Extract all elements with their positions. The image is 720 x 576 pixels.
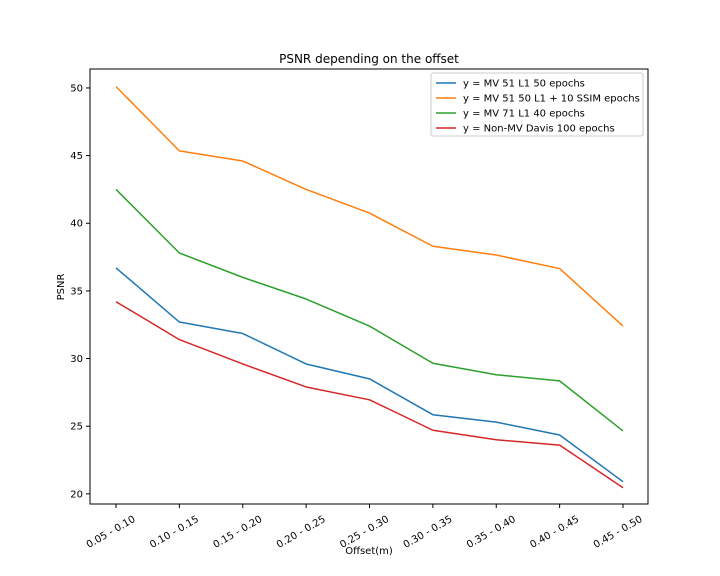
legend-label-3: y = MV 71 L1 40 epochs <box>463 109 585 120</box>
y-axis: 20 25 30 35 40 45 50 <box>70 83 90 500</box>
legend: y = MV 51 L1 50 epochs y = MV 51 50 L1 + … <box>430 72 644 137</box>
legend-label-4: y = Non-MV Davis 100 epochs <box>463 124 615 135</box>
y-tick-label: 30 <box>70 354 83 365</box>
series-line-3 <box>115 188 624 432</box>
series-line-1 <box>115 267 624 483</box>
y-tick-label: 50 <box>70 83 83 94</box>
y-axis-label: PSNR <box>56 274 67 301</box>
legend-box <box>430 72 644 137</box>
y-tick-label: 40 <box>70 219 83 230</box>
legend-label-2: y = MV 51 50 L1 + 10 SSIM epochs <box>463 94 640 105</box>
y-tick-label: 35 <box>70 286 83 297</box>
chart-title: PSNR depending on the offset <box>279 52 459 66</box>
y-tick-label: 20 <box>70 489 83 500</box>
legend-label-1: y = MV 51 L1 50 epochs <box>463 79 585 90</box>
y-tick-label: 45 <box>70 151 83 162</box>
series-lines <box>115 86 624 489</box>
y-tick-label: 25 <box>70 422 83 433</box>
x-axis-label: Offset(m) <box>345 546 393 557</box>
series-line-4 <box>115 301 624 489</box>
series-line-2 <box>115 86 624 327</box>
